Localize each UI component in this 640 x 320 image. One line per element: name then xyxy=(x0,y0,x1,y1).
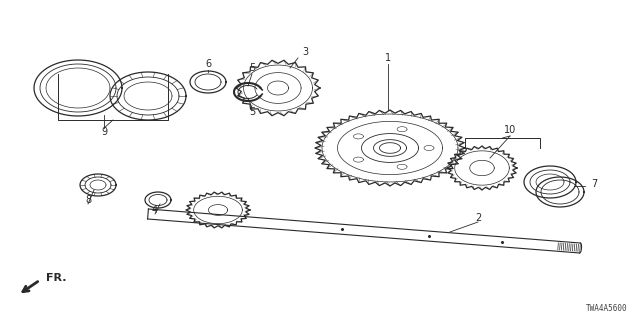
Text: 6: 6 xyxy=(205,59,211,69)
Text: 10: 10 xyxy=(504,125,516,135)
Text: 8: 8 xyxy=(85,195,91,205)
Text: FR.: FR. xyxy=(46,273,67,283)
Text: 3: 3 xyxy=(302,47,308,57)
Text: 9: 9 xyxy=(101,127,107,137)
Text: TWA4A5600: TWA4A5600 xyxy=(586,304,628,313)
Text: 5: 5 xyxy=(249,107,255,117)
Text: 1: 1 xyxy=(385,53,391,63)
Text: 7: 7 xyxy=(591,179,597,189)
Text: 2: 2 xyxy=(475,213,481,223)
Text: 5: 5 xyxy=(249,63,255,73)
Text: 4: 4 xyxy=(152,205,158,215)
